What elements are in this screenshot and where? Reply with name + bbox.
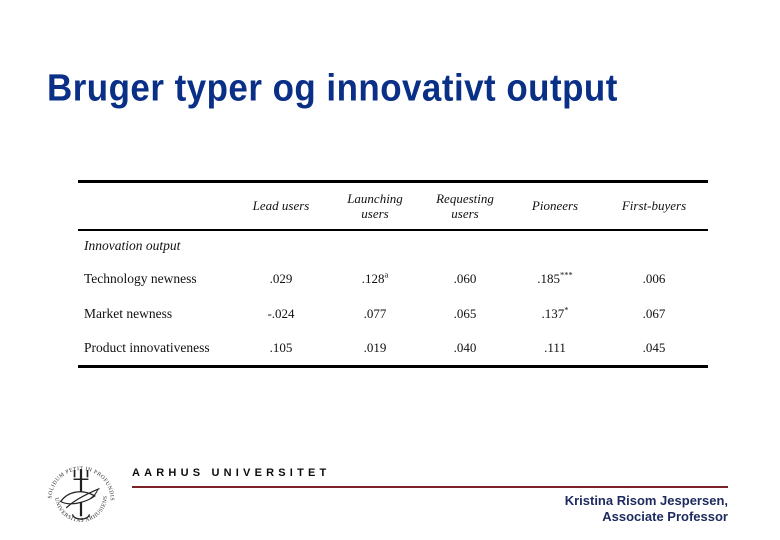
column-header-lead-users: Lead users [252, 198, 310, 214]
column-header-pioneers: Pioneers [531, 198, 579, 214]
table-cell: .045 [642, 340, 666, 356]
slide-title: Bruger typer og innovativt output [47, 66, 618, 110]
aarhus-university-seal-icon: SOLIDUM PETIT IN PROFUNDIS UNIVERSITAS A… [42, 454, 118, 539]
column-header-requesting-users: Requesting users [436, 190, 494, 221]
table-cell: .128a [361, 269, 389, 286]
table-cell: .029 [269, 271, 293, 286]
results-table-container: Lead users Launching users Requesting us… [78, 180, 708, 368]
column-header-launching-users: Launching users [347, 190, 403, 221]
author-name: Kristina Risom Jespersen, [564, 493, 728, 508]
row-label: Product innovativeness [84, 340, 210, 356]
row-label: Market newness [84, 306, 173, 321]
seal-trident-dolphins-glyph [59, 469, 100, 520]
table-cell: .111 [544, 340, 566, 356]
author-title: Associate Professor [602, 509, 728, 524]
footer-divider-line [132, 486, 728, 488]
author-credit: Kristina Risom Jespersen, Associate Prof… [328, 493, 728, 525]
table-cell: .065 [453, 306, 477, 321]
table-section-row: Innovation output [78, 229, 708, 262]
table-cell: .137* [541, 304, 569, 321]
table-cell: .006 [642, 271, 666, 286]
table-cell: .019 [363, 340, 387, 356]
column-header-first-buyers: First-buyers [621, 198, 687, 214]
table-cell: .067 [642, 306, 666, 321]
table-cell: .185*** [537, 269, 573, 286]
table-cell: .077 [363, 306, 387, 321]
column-header-empty [78, 182, 232, 230]
table-cell: -.024 [267, 306, 295, 321]
university-wordmark: AARHUS UNIVERSITET [132, 467, 331, 479]
table-row: Technology newness .029 .128a .060 .185*… [78, 262, 708, 297]
results-table: Lead users Launching users Requesting us… [78, 180, 708, 368]
table-cell: .105 [269, 340, 293, 356]
table-cell: .060 [453, 271, 477, 286]
table-row: Product innovativeness .105 .019 .040 .1… [78, 332, 708, 367]
section-label: Innovation output [84, 238, 181, 253]
table-header-row: Lead users Launching users Requesting us… [78, 182, 708, 230]
table-cell: .040 [453, 340, 477, 356]
table-row: Market newness -.024 .077 .065 .137* .06… [78, 297, 708, 332]
row-label: Technology newness [84, 271, 197, 286]
